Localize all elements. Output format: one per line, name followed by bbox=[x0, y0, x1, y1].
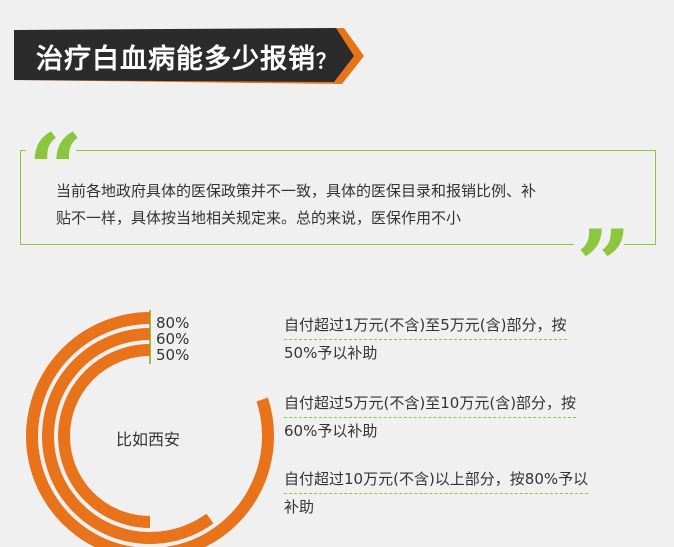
ring-arc-80 bbox=[26, 312, 274, 547]
ring-center-label: 比如西安 bbox=[116, 430, 181, 449]
ring-label-80: 80% bbox=[156, 314, 190, 332]
quote-text: 当前各地政府具体的医保政策并不一致，具体的医保目录和报销比例、补 贴不一样，具体… bbox=[56, 178, 636, 232]
quote-mask bbox=[574, 238, 624, 252]
policy-line: 补助 bbox=[284, 498, 315, 516]
page-title: 治疗白血病能多少报销？ bbox=[36, 44, 337, 75]
policy-line: 自付超过5万元(不含)至10万元(含)部分，按 bbox=[284, 390, 577, 418]
open-quote-icon: “ bbox=[28, 113, 84, 226]
policy-item: 自付超过1万元(不含)至5万元(含)部分，按 50%予以补助 bbox=[284, 312, 567, 367]
ring-label-50: 50% bbox=[156, 346, 190, 364]
quote-box bbox=[20, 150, 656, 245]
title-banner-shape bbox=[14, 28, 364, 84]
close-quote-icon: ” bbox=[576, 209, 632, 322]
policy-line: 自付超过1万元(不含)至5万元(含)部分，按 bbox=[284, 312, 567, 340]
policy-item: 自付超过10万元(不含)以上部分，按80%予以 补助 bbox=[284, 466, 589, 521]
title-banner: 治疗白血病能多少报销？ bbox=[14, 28, 364, 84]
quote-line: 贴不一样，具体按当地相关规定来。总的来说，医保作用不小 bbox=[56, 209, 462, 227]
ring-arc-60 bbox=[42, 328, 214, 544]
ring-arc-50 bbox=[58, 344, 151, 528]
policy-line: 50%予以补助 bbox=[284, 344, 378, 362]
ring-label-60: 60% bbox=[156, 330, 190, 348]
policy-item: 自付超过5万元(不含)至10万元(含)部分，按 60%予以补助 bbox=[284, 390, 577, 445]
quote-mask bbox=[26, 140, 76, 160]
policy-line: 60%予以补助 bbox=[284, 422, 378, 440]
quote-line: 当前各地政府具体的医保政策并不一致，具体的医保目录和报销比例、补 bbox=[56, 182, 537, 200]
policy-line: 自付超过10万元(不含)以上部分，按80%予以 bbox=[284, 466, 589, 494]
ring-chart bbox=[26, 310, 274, 547]
